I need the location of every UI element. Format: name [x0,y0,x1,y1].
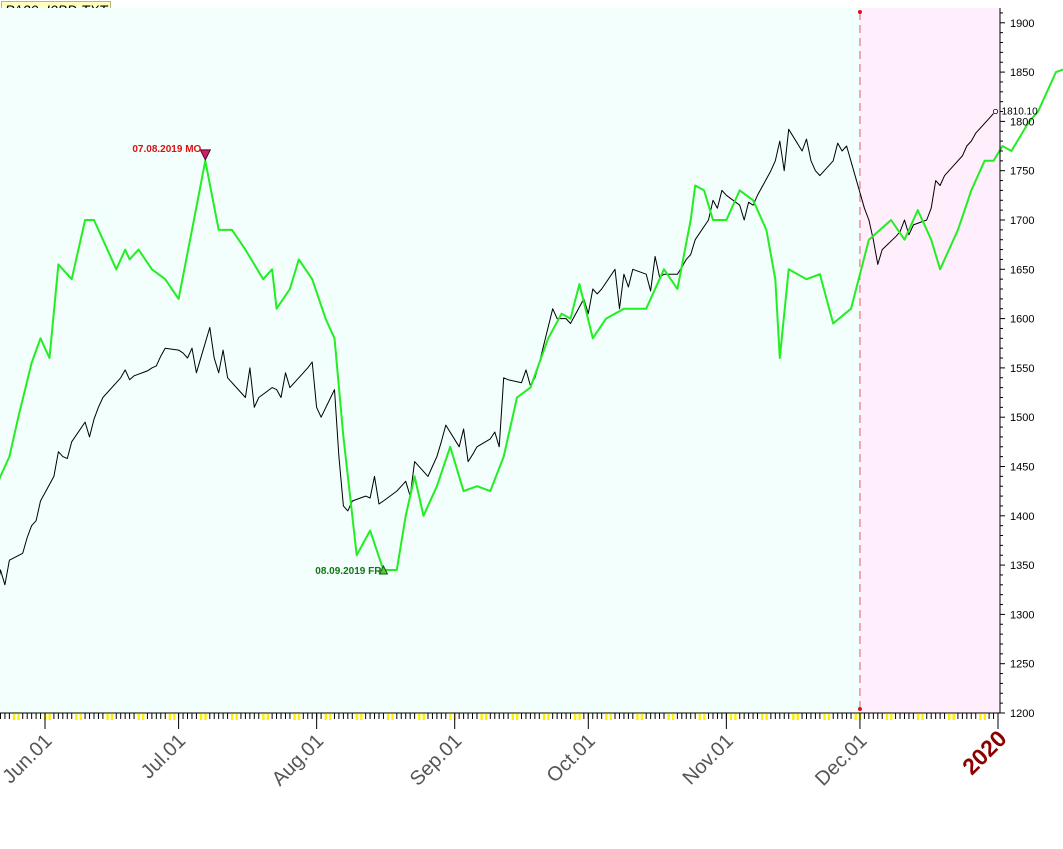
x-day-tick-weekend [921,714,924,720]
x-tick-label: Sep.01 [406,730,466,790]
trough-marker [378,564,389,575]
y-tick-label: 1900 [1010,18,1034,30]
x-day-tick-weekend [948,714,951,720]
y-tick-label: 1500 [1010,412,1034,424]
x-day-tick-weekend [173,714,176,720]
x-tick-label: Dec.01 [811,730,871,790]
x-day-tick-weekend [573,714,577,720]
x-day-tick-weekend [484,714,488,720]
x-day-tick-weekend [231,714,234,720]
y-tick-label: 1300 [1010,609,1034,621]
x-day-tick-weekend [765,714,768,720]
x-day-tick-weekend [916,714,920,720]
last-value-marker [992,108,999,115]
x-day-tick-weekend [168,714,172,720]
x-tick-label: Jun.01 [0,730,57,788]
y-tick-label: 1650 [1010,264,1034,276]
x-day-tick-weekend [422,714,425,720]
x-day-tick-weekend [324,714,327,720]
x-day-tick-weekend [667,714,670,720]
x-day-tick-weekend [12,714,16,720]
plot-background [0,8,860,713]
x-day-tick-weekend [329,714,332,720]
x-tick-label: Nov.01 [679,730,738,789]
x-day-tick-weekend [235,714,238,720]
y-tick-label: 1750 [1010,166,1034,178]
x-day-tick-weekend [854,714,857,720]
x-day-tick-weekend [391,714,394,720]
peak-annotation: 07.08.2019 MO [132,144,201,155]
x-day-tick-weekend [141,714,145,720]
series-line-2 [0,68,1063,571]
x-day-tick-weekend [698,714,702,720]
x-day-tick-weekend [199,714,203,720]
x-day-tick-weekend [79,714,83,720]
x-day-tick-weekend [17,714,20,720]
x-tick-label: 2020 [957,725,1012,780]
y-tick-label: 1550 [1010,363,1034,375]
x-day-tick-weekend [297,714,301,720]
y-tick-label: 1350 [1010,560,1034,572]
series-line-1 [0,113,994,586]
last-value-label: 1810.10 [1002,106,1039,117]
x-day-tick-weekend [796,714,800,720]
x-day-tick-weekend [671,714,675,720]
x-day-tick-weekend [542,714,546,720]
x-day-tick-weekend [48,714,51,720]
x-day-tick-weekend [729,714,733,720]
x-day-tick-weekend [386,714,390,720]
divider-bottom-marker [857,707,862,711]
x-day-tick-weekend [890,714,893,720]
x-day-tick-weekend [75,714,78,720]
x-tick-label: Aug.01 [268,730,328,790]
x-day-tick-weekend [885,714,889,720]
y-tick-label: 1800 [1010,116,1034,128]
forecast-region [859,8,1000,713]
x-tick-label: Jul.01 [137,730,190,783]
peak-annotation: 12.26.2019 TH [1039,0,1063,2]
x-day-tick-weekend [110,714,114,720]
y-tick-label: 1250 [1010,659,1034,671]
trough-annotation: 08.09.2019 FR [315,566,382,577]
x-day-tick-weekend [760,714,764,720]
x-day-tick-weekend [137,714,140,720]
peak-marker [199,149,212,161]
y-tick-label: 1450 [1010,461,1034,473]
x-tick-label: Oct.01 [543,730,600,787]
x-day-tick-weekend [640,714,644,720]
x-day-tick-weekend [262,714,265,720]
x-day-tick-weekend [605,714,608,720]
x-day-tick-weekend [449,714,452,720]
x-day-tick-weekend [609,714,612,720]
y-tick-label: 1200 [1010,708,1034,720]
divider-top-marker [857,10,862,14]
y-tick-label: 1600 [1010,314,1034,326]
x-day-tick-weekend [418,714,421,720]
x-day-tick-weekend [983,714,987,720]
x-day-tick-weekend [355,714,359,720]
x-day-tick-weekend [823,714,826,720]
x-day-tick-weekend [547,714,550,720]
x-day-tick-weekend [266,714,270,720]
x-day-tick-weekend [792,714,795,720]
x-day-tick-weekend [703,714,706,720]
x-day-tick-weekend [636,714,639,720]
x-day-tick-weekend [578,714,581,720]
x-day-tick-weekend [204,714,207,720]
y-tick-label: 1700 [1010,215,1034,227]
x-day-tick-weekend [106,714,109,720]
y-tick-label: 1400 [1010,511,1034,523]
x-day-tick-weekend [511,714,514,720]
x-day-tick-weekend [360,714,363,720]
x-day-tick-weekend [293,714,296,720]
x-day-tick-weekend [979,714,982,720]
x-day-tick-weekend [734,714,737,720]
x-day-tick-weekend [827,714,831,720]
x-day-tick-weekend [516,714,519,720]
x-day-tick-weekend [480,714,483,720]
x-day-tick-weekend [952,714,955,720]
y-tick-label: 1850 [1010,67,1034,79]
